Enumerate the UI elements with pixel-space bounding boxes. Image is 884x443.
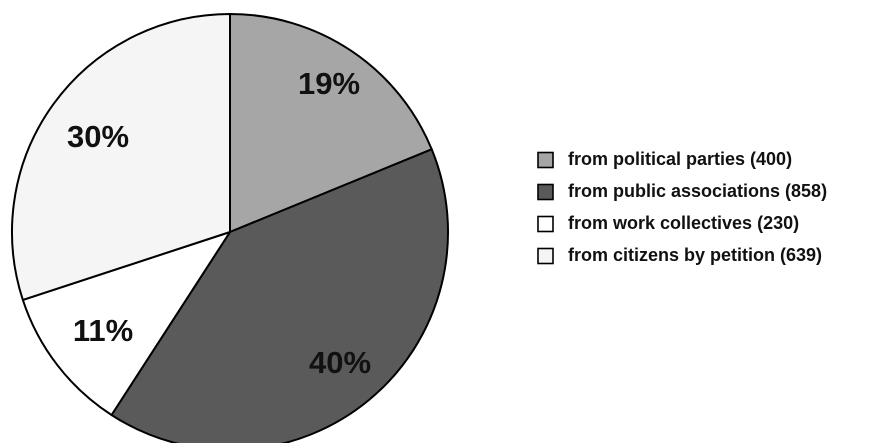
legend-swatch-3 bbox=[537, 215, 554, 233]
pie-slice-4 bbox=[11, 13, 231, 301]
pie-slices bbox=[11, 13, 450, 443]
legend-label-1: from political parties (400) bbox=[568, 149, 792, 169]
legend-swatch-4 bbox=[537, 247, 554, 265]
slice-percent-label-1: 19% bbox=[298, 66, 360, 101]
slice-percent-label-2: 40% bbox=[309, 345, 371, 380]
pie-slice-1 bbox=[229, 13, 433, 233]
legend-item-4: from citizens by petition (639) bbox=[537, 245, 822, 265]
legend-label-4: from citizens by petition (639) bbox=[568, 245, 822, 265]
slice-percent-label-3: 11% bbox=[73, 313, 133, 348]
legend-item-1: from political parties (400) bbox=[537, 149, 792, 169]
legend: from political parties (400) from public … bbox=[537, 149, 827, 265]
legend-item-3: from work collectives (230) bbox=[537, 213, 799, 233]
legend-swatch-1 bbox=[537, 151, 554, 169]
slice-percent-label-4: 30% bbox=[67, 119, 129, 154]
legend-swatch-2 bbox=[537, 183, 554, 201]
legend-item-2: from public associations (858) bbox=[537, 181, 827, 201]
legend-label-2: from public associations (858) bbox=[568, 181, 827, 201]
legend-label-3: from work collectives (230) bbox=[568, 213, 799, 233]
pie-percent-labels: 19% 40% 11% 30% bbox=[67, 66, 371, 380]
pie-slice-2 bbox=[110, 148, 450, 443]
pie-slice-3 bbox=[21, 231, 231, 416]
